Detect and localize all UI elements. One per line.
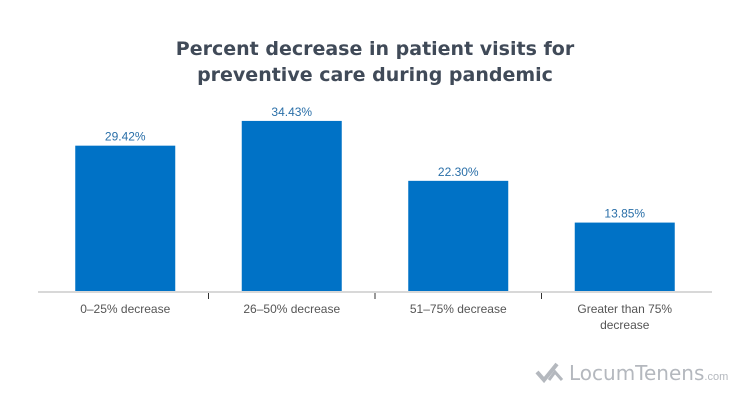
chart-title-line-1: Percent decrease in patient visits for: [175, 38, 575, 60]
data-label: 29.42%: [105, 130, 146, 144]
bar: [408, 180, 509, 291]
bar: [574, 222, 675, 291]
logo-check-icon: [535, 362, 564, 384]
bar: [75, 145, 176, 291]
data-label: 13.85%: [604, 207, 645, 221]
x-tick-label: 26–50% decrease: [243, 302, 340, 316]
chart-title: Percent decrease in patient visits for p…: [0, 36, 750, 88]
x-tick-label: Greater than 75%: [577, 302, 672, 316]
chart-title-line-2: preventive care during pandemic: [197, 64, 553, 86]
locumtenens-logo: LocumTenens .com: [535, 356, 728, 385]
x-tick-label: 51–75% decrease: [410, 302, 507, 316]
bar: [241, 120, 342, 291]
data-label: 34.43%: [271, 105, 312, 119]
logo-domain: .com: [704, 371, 729, 383]
data-label: 22.30%: [438, 165, 479, 179]
x-tick-label: decrease: [600, 318, 650, 332]
x-tick-label: 0–25% decrease: [80, 302, 170, 316]
logo-text: LocumTenens: [569, 361, 705, 385]
